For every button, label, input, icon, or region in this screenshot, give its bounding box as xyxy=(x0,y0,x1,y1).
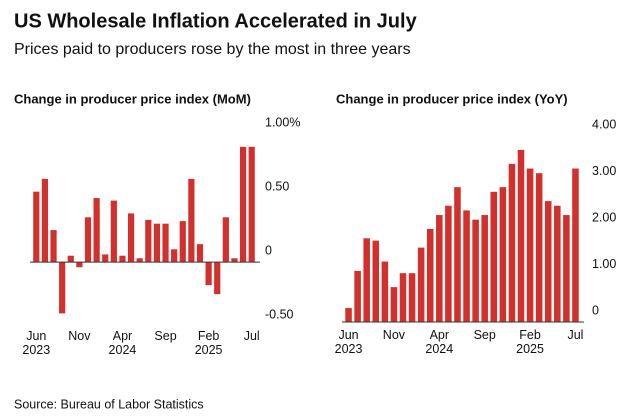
bar xyxy=(127,213,135,263)
bar xyxy=(171,249,178,263)
bar xyxy=(248,146,255,263)
bar xyxy=(499,187,507,322)
bar xyxy=(162,223,169,263)
source: Source: Bureau of Labor Statistics xyxy=(14,397,204,411)
bar xyxy=(67,255,74,263)
x-tick-label: Feb 2025 xyxy=(195,329,223,357)
x-tick-label: Jun 2023 xyxy=(335,328,363,356)
bar xyxy=(345,308,352,322)
x-tick-label: Apr 2024 xyxy=(425,328,453,356)
bar xyxy=(535,173,543,322)
x-tick-label: Feb 2025 xyxy=(516,328,544,356)
bar xyxy=(490,191,498,322)
y-tick-label: 3.00 xyxy=(592,164,616,178)
x-tick-label: Apr 2024 xyxy=(109,329,137,357)
bar xyxy=(119,255,126,263)
bar xyxy=(472,219,479,322)
subtitle: Prices paid to producers rose by the mos… xyxy=(14,41,411,58)
bar xyxy=(33,191,40,263)
bar xyxy=(222,217,229,263)
bar xyxy=(390,287,398,322)
bar xyxy=(196,244,204,263)
bar xyxy=(481,215,488,322)
bar xyxy=(153,223,161,263)
bar xyxy=(205,262,212,286)
bar xyxy=(50,230,57,263)
bar xyxy=(102,254,109,263)
title: US Wholesale Inflation Accelerated in Ju… xyxy=(14,10,418,32)
bar xyxy=(93,198,100,263)
chart-title: Change in producer price index (MoM) xyxy=(14,91,251,106)
bar xyxy=(408,273,416,322)
chart-title: Change in producer price index (YoY) xyxy=(336,91,568,106)
bar xyxy=(445,205,452,322)
y-tick-label: 0 xyxy=(592,303,599,317)
bar xyxy=(84,217,92,263)
bar xyxy=(572,168,579,322)
x-tick-label: Jun 2023 xyxy=(22,329,50,357)
x-tick-label: Nov xyxy=(68,329,91,343)
bar xyxy=(239,146,247,263)
bar xyxy=(145,219,152,263)
x-tick-label: Nov xyxy=(383,328,406,342)
bar xyxy=(214,262,221,295)
bar xyxy=(363,238,370,322)
bar xyxy=(41,178,49,263)
bar xyxy=(399,273,407,322)
bar xyxy=(188,178,195,263)
x-tick-label: Jul xyxy=(567,328,583,342)
x-tick-label: Sep xyxy=(154,329,176,343)
bar xyxy=(463,210,470,322)
bar xyxy=(354,270,361,322)
y-tick-label: 1.00% xyxy=(265,115,300,129)
bar xyxy=(179,221,186,263)
x-tick-label: Sep xyxy=(474,328,496,342)
bar xyxy=(454,187,461,322)
bar xyxy=(59,262,66,314)
bar xyxy=(381,261,389,322)
y-tick-label: 0 xyxy=(265,243,272,257)
bar xyxy=(231,258,238,263)
x-tick-label: Jul xyxy=(244,329,260,343)
bar xyxy=(436,215,443,322)
bar xyxy=(136,258,143,263)
y-tick-label: 0.50 xyxy=(265,179,289,193)
y-tick-label: -0.50 xyxy=(265,307,294,321)
bar xyxy=(508,163,516,322)
bar xyxy=(417,247,425,322)
bar xyxy=(426,229,434,322)
bar xyxy=(526,168,534,322)
bar xyxy=(544,201,552,322)
y-tick-label: 4.00 xyxy=(592,117,616,131)
bar xyxy=(554,205,561,322)
bar xyxy=(563,215,570,322)
y-tick-label: 1.00 xyxy=(592,257,616,271)
bar xyxy=(517,149,525,322)
bar xyxy=(76,262,83,268)
bar xyxy=(372,240,380,322)
y-tick-label: 2.00 xyxy=(592,210,616,224)
bar xyxy=(110,200,117,263)
